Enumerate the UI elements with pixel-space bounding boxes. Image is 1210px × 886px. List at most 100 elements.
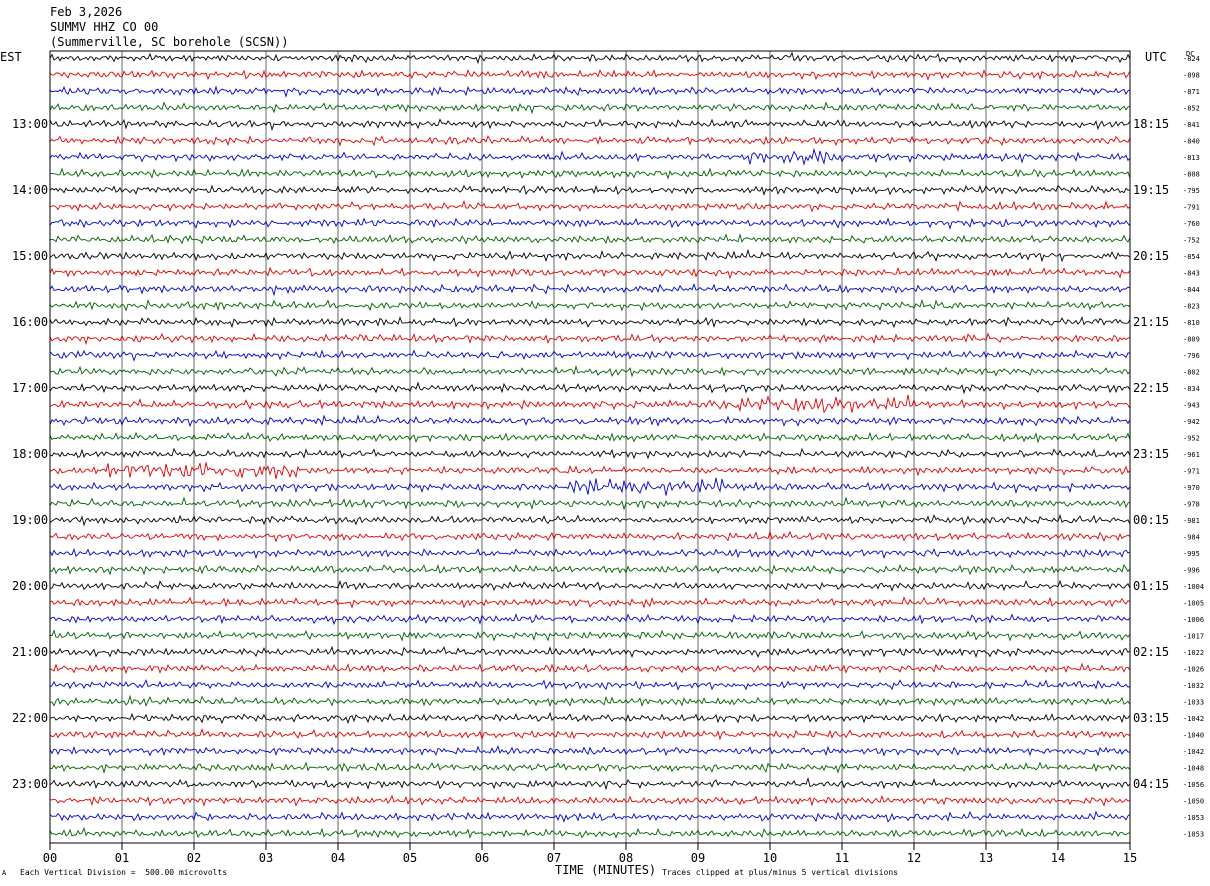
est-hour-label: 14:00 (12, 183, 48, 197)
x-axis-label: TIME (MINUTES) (555, 863, 657, 877)
dc-offset-label: -978 (1183, 501, 1200, 509)
x-tick-label: 07 (547, 851, 561, 865)
dc-offset-label: -971 (1183, 468, 1200, 476)
trace-row (49, 694, 1131, 708)
utc-hour-label: 23:15 (1133, 447, 1169, 461)
x-tick-label: 14 (1051, 851, 1065, 865)
est-hour-label: 19:00 (12, 513, 48, 527)
dc-offset-label: -813 (1183, 154, 1200, 162)
trace-row (49, 101, 1131, 115)
dc-offset-label: -1004 (1183, 583, 1204, 591)
x-tick-label: 05 (403, 851, 417, 865)
dc-offset-label: -943 (1183, 402, 1200, 410)
trace-row (49, 394, 1131, 414)
station-code: SUMMV HHZ CO 00 (50, 20, 159, 34)
trace-row (49, 431, 1131, 444)
dc-offset-label: -984 (1183, 534, 1200, 542)
x-tick-label: 00 (43, 851, 57, 865)
dc-offset-label: -871 (1183, 88, 1200, 96)
dc-offset-label: -1053 (1183, 831, 1204, 839)
dc-offset-label: -760 (1183, 220, 1200, 228)
dc-offset-label: -840 (1183, 138, 1200, 146)
trace-row (49, 381, 1131, 395)
dc-offset-label: -841 (1183, 121, 1200, 129)
trace-row (49, 332, 1131, 346)
utc-hour-label: 04:15 (1133, 777, 1169, 791)
x-tick-label: 13 (979, 851, 993, 865)
trace-row (49, 679, 1131, 691)
trace-row (49, 217, 1131, 230)
x-tick-label: 01 (115, 851, 129, 865)
dc-offset-label: -995 (1183, 550, 1200, 558)
trace-row (49, 199, 1131, 213)
trace-row (49, 711, 1131, 725)
est-hour-label: 23:00 (12, 777, 48, 791)
utc-hour-labels: 18:15 19:15 20:15 21:15 22:15 23:15 00:15 01:15… (1133, 117, 1169, 791)
dc-offset-label: -952 (1183, 435, 1200, 443)
dc-offset-label: -810 (1183, 319, 1200, 327)
trace-row (49, 248, 1131, 263)
utc-hour-label: 03:15 (1133, 711, 1169, 725)
dc-offset-label: -970 (1183, 484, 1200, 492)
left-timezone-label: EST (0, 50, 22, 64)
dc-offset-label: -809 (1183, 336, 1200, 344)
trace-row (49, 167, 1131, 180)
dc-offset-label: -824 (1183, 55, 1200, 63)
utc-hour-label: 19:15 (1133, 183, 1169, 197)
trace-row (49, 547, 1131, 560)
x-tick-label: 02 (187, 851, 201, 865)
trace-row (49, 349, 1131, 362)
dc-offset-label: -843 (1183, 270, 1200, 278)
trace-row (49, 728, 1131, 741)
footer-scale-note: Each Vertical Division = 500.00 microvol… (20, 868, 228, 877)
trace-row (49, 447, 1131, 460)
x-tick-label: 06 (475, 851, 489, 865)
dc-offset-label: -1042 (1183, 715, 1204, 723)
dc-offset-label: -791 (1183, 204, 1200, 212)
utc-hour-label: 20:15 (1133, 249, 1169, 263)
seismic-traces (49, 51, 1131, 839)
trace-row (50, 579, 1131, 592)
dc-offset-label: -996 (1183, 567, 1200, 575)
dc-offset-label: -1006 (1183, 616, 1204, 624)
dc-offset-label: -854 (1183, 253, 1200, 261)
trace-row (49, 462, 1131, 480)
x-tick-label: 04 (331, 851, 345, 865)
trace-row (49, 629, 1131, 642)
dc-offset-label: -898 (1183, 72, 1200, 80)
x-tick-label: 12 (907, 851, 921, 865)
trace-row (49, 184, 1131, 196)
plot-frame (49, 50, 1131, 844)
trace-row (49, 776, 1131, 791)
trace-row (49, 662, 1131, 675)
trace-row (49, 810, 1131, 823)
trace-row (49, 496, 1131, 511)
dc-offset-label: -1026 (1183, 666, 1204, 674)
trace-row (49, 69, 1131, 81)
x-tick-labels: 00 01 02 03 04 05 06 07 08 09 10 11 12 13 14 15 (43, 851, 1137, 865)
trace-row (49, 745, 1131, 757)
dc-offset-label: -961 (1183, 451, 1200, 459)
utc-hour-label: 02:15 (1133, 645, 1169, 659)
trace-row (49, 794, 1131, 807)
trace-row (49, 513, 1131, 527)
dc-header-label: DC (1186, 50, 1195, 58)
trace-row (49, 316, 1131, 329)
est-hour-label: 18:00 (12, 447, 48, 461)
dc-offset-label: -795 (1183, 187, 1200, 195)
footer-clip-note: Traces clipped at plus/minus 5 vertical … (662, 868, 899, 877)
x-tick-label: 03 (259, 851, 273, 865)
trace-row (49, 530, 1131, 543)
dc-offset-label: -1032 (1183, 682, 1204, 690)
dc-offset-label: -834 (1183, 385, 1200, 393)
utc-hour-label: 01:15 (1133, 579, 1169, 593)
trace-row (49, 135, 1131, 147)
trace-row (49, 118, 1131, 132)
x-tick-label: 11 (835, 851, 849, 865)
dc-offset-label: -1050 (1183, 798, 1204, 806)
est-hour-label: 13:00 (12, 117, 48, 131)
trace-row (49, 51, 1131, 65)
est-hour-label: 20:00 (12, 579, 48, 593)
dc-offset-label: -1056 (1183, 781, 1204, 789)
